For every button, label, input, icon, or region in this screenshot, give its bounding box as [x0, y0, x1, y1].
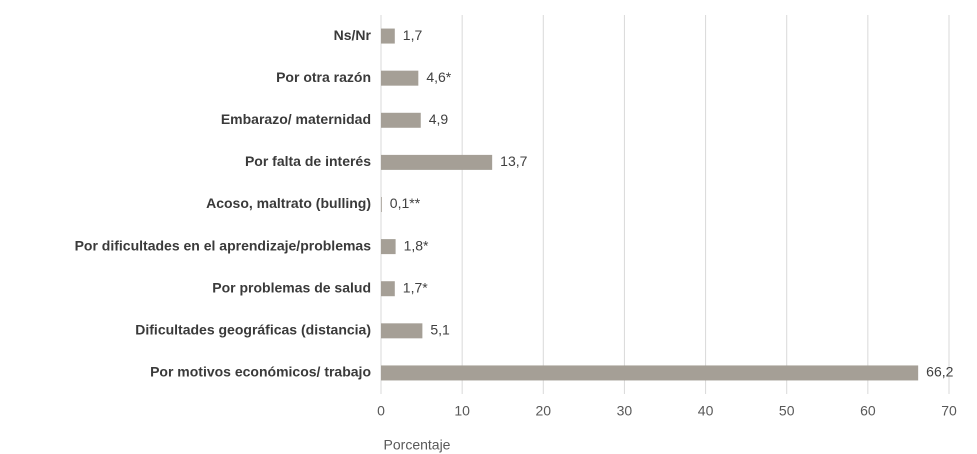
x-tick-label: 60	[860, 403, 876, 419]
bar	[381, 112, 421, 128]
value-label: 13,7	[500, 153, 527, 169]
value-label: 1,8*	[404, 237, 429, 253]
value-label: 1,7*	[403, 279, 428, 295]
value-label: 4,6*	[426, 69, 451, 85]
bar	[381, 154, 493, 170]
x-tick-label: 70	[941, 403, 957, 419]
x-tick-label: 0	[377, 403, 385, 419]
category-label: Ns/Nr	[334, 27, 372, 43]
x-tick-label: 40	[698, 403, 714, 419]
x-tick-label: 50	[779, 403, 795, 419]
x-tick-label: 10	[454, 403, 470, 419]
x-tick-label: 20	[535, 403, 551, 419]
value-label: 4,9	[429, 111, 449, 127]
value-label: 1,7	[403, 27, 423, 43]
category-label: Por otra razón	[276, 69, 371, 85]
category-label: Dificultades geográficas (distancia)	[135, 322, 371, 338]
category-label: Embarazo/ maternidad	[221, 111, 371, 127]
bar	[381, 28, 395, 44]
bar	[381, 197, 382, 212]
bar	[381, 323, 423, 339]
value-label: 66,2	[926, 364, 953, 380]
bar	[381, 239, 396, 255]
value-label: 0,1**	[390, 195, 421, 211]
value-label: 5,1	[430, 322, 450, 338]
x-axis-label: Porcentaje	[384, 437, 451, 453]
bar	[381, 365, 919, 381]
category-label: Por problemas de salud	[212, 279, 371, 295]
category-label: Por motivos económicos/ trabajo	[150, 364, 371, 380]
category-label: Por falta de interés	[245, 153, 371, 169]
bar	[381, 70, 419, 86]
category-label: Acoso, maltrato (bulling)	[206, 195, 371, 211]
category-label: Por dificultades en el aprendizaje/probl…	[75, 237, 372, 253]
x-tick-label: 30	[617, 403, 633, 419]
bar	[381, 281, 395, 297]
